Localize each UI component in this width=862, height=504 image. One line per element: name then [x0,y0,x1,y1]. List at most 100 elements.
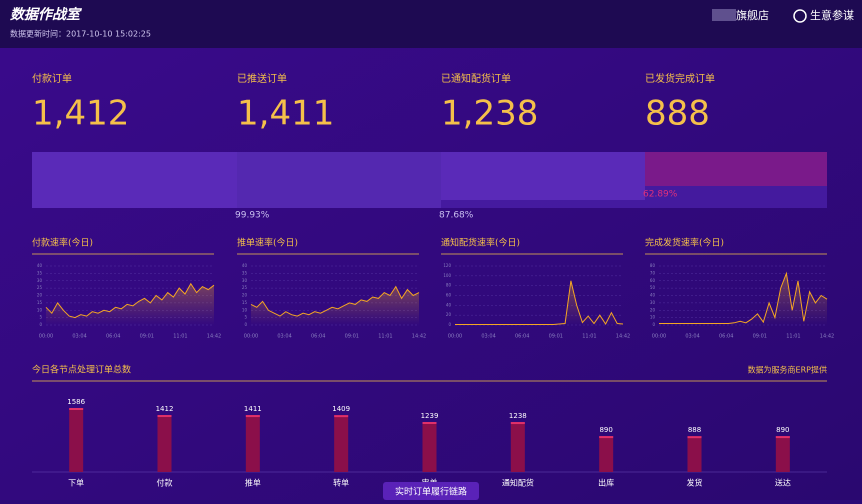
y-tick-label: 20 [650,307,656,312]
bar [334,415,349,472]
x-tick-label: 09:01 [140,334,154,340]
bar [775,436,790,472]
y-tick-label: 15 [242,300,248,305]
y-tick-label: 80 [446,283,452,288]
shop: 旗舰店 [736,8,769,22]
x-tick-label: 送达 [775,478,791,488]
y-tick-label: 0 [448,322,451,327]
bar [599,436,614,472]
value-label: 1239 [421,412,439,420]
value-label: 890 [776,426,789,434]
kpi-value: 1,411 [237,94,334,134]
x-tick-label: 00:00 [448,334,462,340]
y-tick-label: 10 [242,307,248,312]
y-tick-label: 80 [650,263,656,268]
y-tick-label: 40 [37,263,43,268]
y-tick-label: 30 [650,300,656,305]
x-tick-label: 付款 [157,478,173,488]
x-tick-label: 11:01 [582,334,596,340]
x-tick-label: 06:04 [515,334,529,340]
x-tick-label: 转单 [333,478,349,488]
line [45,282,215,319]
x-tick-label: 11:01 [786,334,800,340]
y-tick-label: 10 [37,307,43,312]
kpi-label: 已发货完成订单 [645,72,715,85]
funnel-rate: 62.89% [643,190,678,200]
y-tick-label: 100 [443,273,451,278]
x-tick-label: 14:42 [820,334,834,340]
y-tick-label: 0 [244,322,247,327]
funnel-rate: 99.93% [235,211,270,221]
kpi-value: 888 [645,94,710,134]
updated: 数据更新时间：2017-10-10 15:02:25 [10,29,151,39]
value-label: 888 [688,426,701,434]
bar [157,415,172,472]
y-tick-label: 60 [650,278,656,283]
y-tick-label: 35 [242,270,248,275]
funnel-rate: 87.68% [439,211,474,221]
value-label: 1409 [332,405,350,413]
y-tick-label: 25 [242,285,248,290]
bar-cap [69,408,84,410]
y-tick-label: 25 [37,285,43,290]
y-tick-label: 20 [446,312,452,317]
x-tick-label: 00:00 [244,334,258,340]
bar-cap [422,422,437,425]
header-bar [0,0,862,48]
x-tick-label: 00:00 [39,334,53,340]
chart-title: 今日各节点处理订单总数 [32,364,131,376]
x-tick-label: 出库 [598,478,614,488]
value-label: 1411 [244,405,262,413]
x-tick-label: 09:01 [345,334,359,340]
y-tick-label: 70 [650,270,656,275]
brand-icon [793,9,807,23]
kpi-value: 1,238 [441,94,538,134]
bar-cap [510,422,525,425]
y-tick-label: 5 [244,315,247,320]
x-tick-label: 14:42 [207,334,221,340]
brand: 生意参谋 [810,8,854,22]
blurred [712,9,736,21]
value-label: 1412 [156,405,174,413]
kpi-label: 付款订单 [32,72,72,85]
bar-cap [687,436,702,439]
value-label: 890 [599,426,612,434]
line [455,280,624,325]
y-tick-label: 0 [39,322,42,327]
bar-cap [599,436,614,439]
title: 数据作战室 [10,6,83,23]
y-tick-label: 20 [37,293,43,298]
x-tick-label: 06:04 [719,334,733,340]
x-tick-label: 03:04 [685,334,699,340]
kpi-label: 已推送订单 [237,72,287,85]
y-tick-label: 120 [443,263,451,268]
kpi-value: 1,412 [32,94,129,134]
x-tick-label: 06:04 [311,334,325,340]
bar-cap [157,415,172,418]
chart-note: 数据为服务商ERP提供 [748,365,827,375]
y-tick-label: 40 [446,302,452,307]
x-tick-label: 09:01 [753,334,767,340]
bar-cap [334,415,349,418]
x-tick-label: 03:04 [72,334,86,340]
kpi-label: 已通知配货订单 [441,72,511,85]
value-label: 1586 [67,398,85,406]
y-tick-label: 50 [650,285,656,290]
tab-label[interactable]: 实时订单履行链路 [395,486,467,498]
area [659,273,827,325]
y-tick-label: 60 [446,293,452,298]
y-tick-label: 30 [37,278,43,283]
tab[interactable] [383,482,479,500]
bar [510,422,525,472]
x-tick-label: 发货 [687,478,703,488]
x-tick-label: 11:01 [378,334,392,340]
x-tick-label: 06:04 [106,334,120,340]
x-tick-label: 14:42 [616,334,630,340]
y-tick-label: 30 [242,278,248,283]
y-tick-label: 5 [39,315,42,320]
y-tick-label: 0 [652,322,655,327]
value-label: 1238 [509,412,527,420]
x-tick-label: 通知配货 [502,478,534,488]
